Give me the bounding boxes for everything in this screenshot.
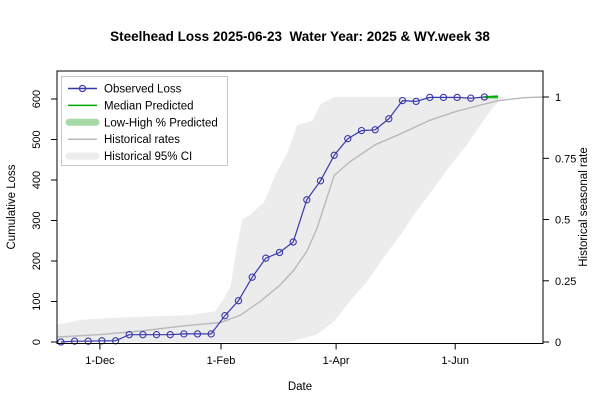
observed-loss-marker [125, 331, 133, 339]
observed-loss-marker [480, 93, 489, 101]
y-left-tick-label: 300 [31, 211, 43, 229]
observed-loss-marker [57, 338, 65, 346]
observed-loss-marker [453, 93, 461, 102]
x-tick-label: 1-Feb [207, 355, 236, 367]
observed-loss-marker [344, 135, 352, 143]
x-tick-label: 1-Dec [85, 355, 115, 367]
legend-circle-marker [78, 84, 87, 93]
y-left-tick-label: 600 [31, 90, 43, 108]
y-left-tick-label: 400 [31, 171, 43, 189]
observed-loss-marker [467, 94, 475, 102]
legend-label: Median Predicted [104, 100, 194, 112]
observed-loss-marker [426, 93, 434, 102]
legend-label: Historical 95% CI [104, 151, 192, 163]
y-right-tick-label: 1 [555, 92, 561, 104]
y-left-tick-label: 500 [31, 130, 43, 148]
y-left-tick-label: 100 [31, 292, 43, 310]
observed-loss-marker [193, 330, 202, 338]
x-tick-label: 1-Jun [441, 355, 469, 367]
observed-loss-marker [289, 238, 297, 246]
y-right-tick-label: 0.75 [555, 153, 576, 165]
y-right-tick-label: 0.25 [555, 276, 576, 288]
observed-loss-line [60, 96, 485, 343]
y-left-tick-label: 200 [31, 252, 43, 270]
legend-label: Low-High % Predicted [104, 117, 218, 129]
observed-loss-marker [207, 330, 215, 338]
observed-loss-marker [330, 151, 338, 159]
observed-loss-marker [70, 337, 79, 345]
observed-loss-marker [385, 115, 393, 123]
plot-border [56, 70, 544, 344]
plot-area: 1-Dec 1-Feb 1-Apr 1-Jun 0 100 200 300 400 500 600 0… [31, 70, 576, 367]
observed-loss-marker [357, 126, 366, 135]
y-left-tick-label: 0 [31, 339, 43, 345]
observed-loss-marker [303, 196, 311, 204]
observed-loss-marker [84, 337, 92, 345]
legend-label: Observed Loss [104, 84, 182, 96]
observed-loss-marker [398, 96, 407, 105]
observed-loss-marker [316, 177, 325, 185]
observed-loss-marker [221, 312, 229, 320]
legend: Observed Loss Median Predicted Low-High % … [61, 76, 228, 166]
observed-loss-marker [412, 97, 420, 106]
legend-label: Historical rates [104, 134, 180, 146]
x-tick-label: 1-Apr [323, 355, 350, 367]
y-right-tick-label: 0 [555, 337, 561, 349]
observed-loss-marker [262, 254, 270, 262]
observed-loss-marker [439, 93, 448, 102]
y-right-axis-label: Historical seasonal rate [578, 147, 590, 267]
observed-loss-marker [166, 331, 174, 339]
x-axis-label: Date [288, 381, 312, 393]
y-left-axis-label: Cumulative Loss [6, 164, 18, 249]
observed-loss-marker [180, 330, 188, 338]
observed-loss-marker [371, 126, 379, 134]
y-right-tick-label: 0.5 [555, 215, 570, 227]
observed-loss-marker [139, 331, 147, 339]
historical-rates-line [56, 96, 544, 338]
observed-loss-marker [111, 337, 120, 345]
historical-ci-band [57, 97, 506, 342]
observed-loss-marker [234, 297, 243, 305]
observed-loss-marker [248, 273, 256, 281]
chart-title: Steelhead Loss 2025-06-23 Water Year: 20… [110, 29, 490, 44]
observed-loss-marker [98, 337, 106, 345]
observed-loss-marker [275, 248, 284, 257]
observed-loss-marker [152, 331, 161, 339]
